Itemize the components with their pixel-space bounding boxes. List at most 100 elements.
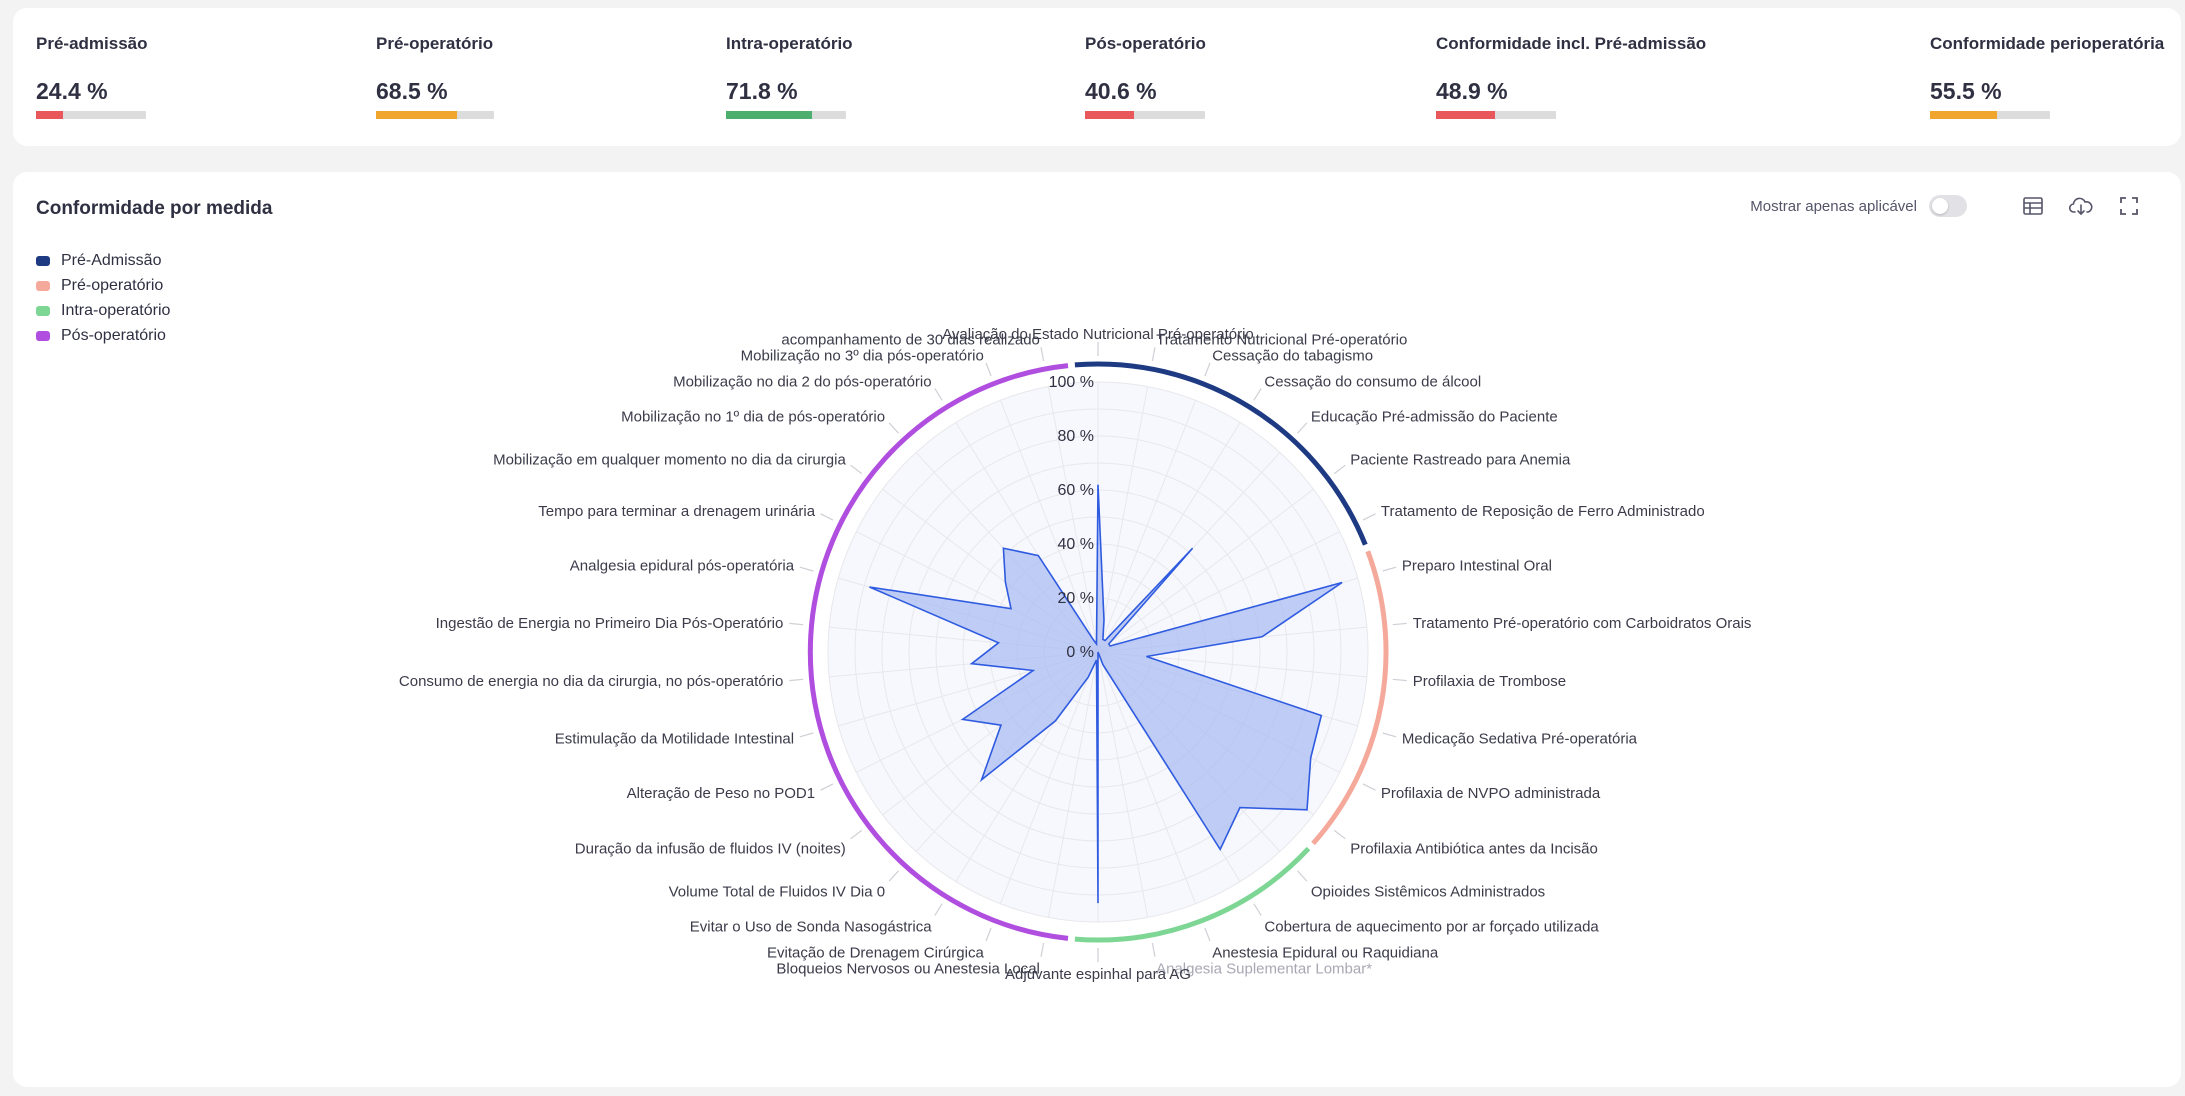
category-label: Profilaxia Antibiótica antes da Incisão — [1350, 840, 1598, 857]
category-label: Anestesia Epidural ou Raquidiana — [1212, 945, 1439, 962]
radar-series-area — [869, 484, 1343, 904]
label-tick — [799, 732, 814, 738]
label-tick — [1392, 678, 1407, 682]
kpi-value: 71.8 % — [726, 78, 798, 104]
radial-tick-label: 80 % — [1058, 428, 1094, 445]
legend-item[interactable]: Intra-operatório — [36, 298, 170, 323]
legend-item[interactable]: Pré-operatório — [36, 273, 170, 298]
kpi-value: 55.5 % — [1930, 78, 2002, 104]
category-label: Duração da infusão de fluidos IV (noites… — [575, 840, 846, 857]
group-arc — [1074, 846, 1311, 943]
category-label: Adjuvante espinhal para AG — [1005, 966, 1191, 983]
label-tick — [1362, 783, 1376, 791]
category-label: Evitação de Drenagem Cirúrgica — [767, 945, 984, 962]
kpi-value: 48.9 % — [1436, 78, 1508, 104]
label-tick — [1151, 942, 1156, 957]
kpi-label: Intra-operatório — [726, 34, 853, 53]
legend-item[interactable]: Pós-operatório — [36, 323, 170, 348]
legend-item[interactable]: Pré-Admissão — [36, 248, 170, 273]
category-label: Analgesia epidural pós-operatória — [570, 558, 795, 575]
category-label: Analgesia Suplementar Lombar* — [1156, 961, 1372, 978]
label-tick — [934, 903, 943, 916]
category-label: Evitar o Uso de Sonda Nasogástrica — [690, 919, 932, 936]
category-label: Consumo de energia no dia da cirurgia, n… — [399, 673, 783, 690]
radar-spoke — [999, 651, 1099, 904]
legend-label: Intra-operatório — [61, 301, 171, 319]
label-tick — [850, 829, 863, 840]
kpi-2: Pré-operatório 68.5 % — [376, 34, 494, 119]
chart-legend: Pré-Admissão Pré-operatório Intra-operatór… — [36, 248, 170, 348]
applicable-only-toggle[interactable] — [1929, 195, 1967, 217]
legend-swatch — [36, 305, 50, 316]
category-label: Paciente Rastreado para Anemia — [1350, 452, 1571, 469]
kpi-3: Intra-operatório 71.8 % — [726, 34, 853, 119]
kpi-summary-card: Pré-admissão 24.4 % Pré-operatório 68.5 % In… — [13, 8, 2181, 146]
kpi-progress-fill — [726, 111, 813, 119]
category-label: Cessação do consumo de álcool — [1264, 373, 1481, 390]
label-tick — [1382, 732, 1397, 738]
category-label: Mobilização no 3º dia pós-operatório — [741, 347, 984, 364]
category-label: Profilaxia de NVPO administrada — [1381, 785, 1601, 802]
kpi-progress-bar — [36, 111, 146, 119]
kpi-progress-fill — [376, 111, 457, 119]
label-tick — [1204, 927, 1211, 942]
kpi-progress-bar — [1436, 111, 1556, 119]
category-label: Ingestão de Energia no Primeiro Dia Pós-… — [436, 615, 784, 632]
kpi-progress-bar — [726, 111, 846, 119]
kpi-value: 40.6 % — [1085, 78, 1157, 104]
category-label: Opioides Sistêmicos Administrados — [1311, 884, 1545, 901]
category-label: Medicação Sedativa Pré-operatória — [1402, 731, 1638, 748]
category-label: Tratamento Nutricional Pré-operatório — [1156, 331, 1407, 348]
kpi-4: Pós-operatório 40.6 % — [1085, 34, 1206, 119]
kpi-label: Pós-operatório — [1085, 34, 1206, 53]
category-label: Cessação do tabagismo — [1212, 347, 1373, 364]
label-tick — [820, 783, 834, 791]
radial-tick-label: 100 % — [1049, 374, 1094, 391]
label-tick — [799, 566, 814, 572]
category-label: Estimulação da Motilidade Intestinal — [555, 731, 794, 748]
toggle-knob — [1932, 198, 1948, 214]
radar-spoke — [1097, 531, 1340, 653]
kpi-value: 24.4 % — [36, 78, 108, 104]
kpi-progress-bar — [1085, 111, 1205, 119]
label-tick — [1253, 388, 1262, 401]
category-label: Mobilização em qualquer momento no dia d… — [493, 452, 846, 469]
category-label: Educação Pré-admissão do Paciente — [1311, 409, 1558, 426]
label-tick — [1333, 829, 1346, 840]
radial-tick-label: 20 % — [1058, 590, 1094, 607]
kpi-progress-bar — [1930, 111, 2050, 119]
legend-label: Pré-Admissão — [61, 251, 162, 269]
table-icon[interactable] — [2021, 194, 2045, 218]
radial-tick-label: 0 % — [1066, 644, 1094, 661]
legend-label: Pré-operatório — [61, 276, 164, 294]
label-tick — [789, 622, 804, 626]
category-label: Cobertura de aquecimento por ar forçado … — [1264, 919, 1599, 936]
kpi-label: Pré-admissão — [36, 34, 148, 53]
fullscreen-icon[interactable] — [2117, 194, 2141, 218]
kpi-progress-fill — [1436, 111, 1495, 119]
kpi-label: Pré-operatório — [376, 34, 494, 53]
kpi-progress-fill — [1085, 111, 1134, 119]
legend-swatch — [36, 330, 50, 341]
label-tick — [789, 678, 804, 682]
label-tick — [985, 362, 992, 377]
label-tick — [1040, 347, 1045, 362]
label-tick — [1296, 422, 1308, 434]
label-tick — [934, 388, 943, 401]
category-label: Tempo para terminar a drenagem urinária — [538, 503, 815, 520]
kpi-label: Conformidade perioperatória — [1930, 34, 2165, 53]
group-arc — [1311, 550, 1389, 846]
category-label: Mobilização no 1º dia de pós-operatório — [621, 409, 885, 426]
category-label: acompanhamento de 30 dias realizado — [781, 331, 1040, 348]
compliance-chart-card: Conformidade por medida Pré-Admissão Pré-… — [13, 172, 2181, 1087]
legend-swatch — [36, 255, 50, 266]
radar-spoke — [1047, 386, 1099, 653]
radar-spoke — [1097, 386, 1149, 653]
chart-title: Conformidade por medida — [36, 198, 273, 219]
kpi-progress-bar — [376, 111, 494, 119]
label-tick — [850, 464, 863, 475]
label-tick — [985, 927, 992, 942]
label-tick — [1362, 513, 1376, 521]
cloud-download-icon[interactable] — [2069, 194, 2093, 218]
radial-tick-label: 40 % — [1058, 536, 1094, 553]
